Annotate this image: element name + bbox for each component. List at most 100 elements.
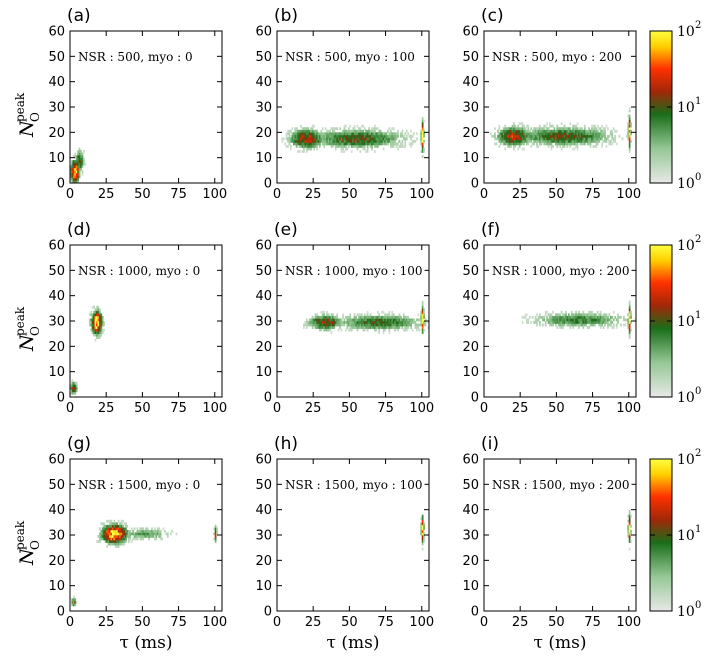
density-cell (346, 315, 349, 319)
density-cell (559, 313, 562, 317)
density-cell (413, 318, 415, 322)
density-cell (373, 134, 376, 138)
density-cell (358, 139, 360, 143)
density-cell (323, 145, 326, 148)
density-cell (339, 326, 341, 329)
density-cell (326, 310, 328, 314)
density-cell (308, 147, 311, 151)
density-cell (559, 315, 562, 319)
density-cell (554, 139, 557, 143)
density-cell (77, 152, 79, 156)
density-cell (518, 134, 521, 138)
density-cell (531, 137, 534, 141)
density-cell (326, 142, 328, 146)
density-cells (303, 300, 430, 334)
density-cell (350, 142, 353, 146)
density-cell (391, 326, 394, 329)
density-cell (109, 542, 111, 546)
density-cell (583, 137, 586, 141)
density-cell (214, 527, 217, 531)
density-cell (492, 134, 495, 138)
density-cell (382, 142, 385, 146)
density-cell (599, 129, 602, 133)
density-cell (366, 313, 369, 317)
density-cell (358, 326, 360, 329)
density-cell (620, 323, 622, 327)
density-cell (148, 532, 150, 536)
density-cell (420, 142, 423, 146)
density-cell (417, 323, 420, 327)
density-cell (583, 132, 586, 136)
density-cell (369, 321, 372, 324)
density-cell (567, 315, 570, 319)
density-cell (556, 127, 559, 131)
density-cell (91, 323, 94, 327)
density-cell (524, 315, 527, 319)
density-cell (517, 134, 520, 138)
density-cell (355, 132, 357, 136)
density-cell (294, 134, 297, 138)
x-tick-label: 50 (134, 187, 151, 202)
density-cell (381, 323, 383, 327)
density-cell (316, 323, 318, 327)
density-cell (358, 137, 360, 141)
density-cell (501, 132, 504, 136)
density-cell (103, 522, 106, 526)
density-cell (415, 132, 418, 136)
density-cell (308, 321, 311, 324)
density-cell (589, 310, 592, 314)
density-cell (113, 519, 116, 523)
density-cell (122, 535, 124, 538)
density-cell (352, 139, 355, 143)
density-cell (373, 132, 376, 136)
density-cell (607, 321, 609, 324)
density-cell (570, 321, 573, 324)
density-cell (98, 323, 101, 327)
density-cell (216, 527, 218, 531)
density-cell (333, 137, 336, 141)
y-tick-label: 20 (462, 340, 479, 355)
density-cell (378, 132, 381, 136)
density-cell (573, 313, 576, 317)
x-tick-label: 50 (341, 615, 358, 630)
density-cell (549, 313, 551, 317)
density-cell (340, 134, 343, 138)
density-cell (213, 537, 216, 541)
density-cell (373, 328, 376, 332)
x-tick-label: 50 (548, 187, 565, 202)
density-cell (373, 139, 376, 143)
density-cell (550, 145, 553, 148)
density-cell (365, 132, 368, 136)
density-cell (388, 328, 391, 332)
density-cell (401, 318, 404, 322)
density-cell (533, 142, 535, 146)
density-cell (588, 127, 590, 131)
density-cell (572, 134, 575, 138)
density-cell (104, 524, 107, 528)
density-cell (423, 150, 425, 153)
density-cell (353, 139, 356, 143)
density-cell (359, 127, 362, 131)
density-cell (310, 318, 313, 322)
density-cell (537, 145, 540, 148)
density-cell (330, 315, 333, 319)
density-cell (360, 129, 363, 133)
density-cell (540, 142, 543, 146)
density-cell (314, 323, 317, 327)
density-cell (528, 139, 531, 143)
density-cell (525, 321, 528, 324)
density-cell (517, 139, 520, 143)
density-cell (98, 532, 101, 536)
density-cell (356, 137, 359, 141)
density-cell (362, 132, 365, 136)
density-cell (97, 323, 100, 327)
density-cell (74, 160, 77, 164)
density-cell (340, 142, 343, 146)
density-cell (362, 323, 365, 327)
density-cell (103, 532, 106, 536)
density-cell (143, 532, 146, 536)
density-cell (303, 142, 305, 146)
density-cell (74, 152, 77, 156)
density-cell (423, 315, 425, 319)
